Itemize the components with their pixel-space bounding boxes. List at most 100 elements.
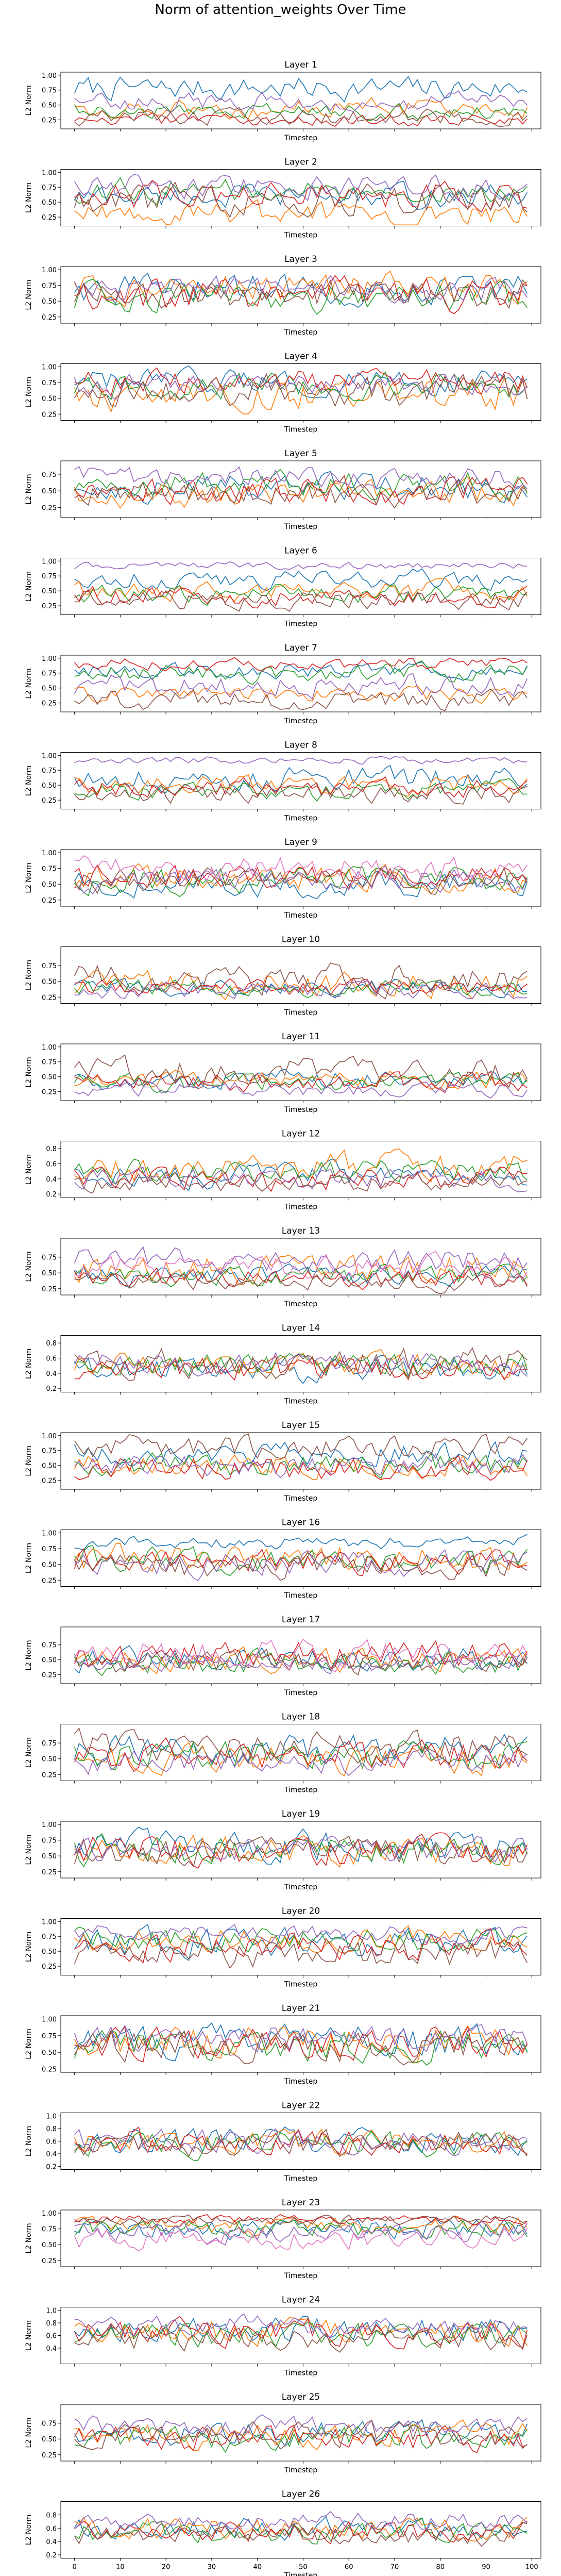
series-line-3	[74, 978, 528, 999]
x-axis-label: Timestep	[284, 231, 318, 240]
y-tick-label: 0.25	[42, 1963, 57, 1971]
plot-frame	[60, 1626, 541, 1684]
x-tick-label: 0	[72, 2564, 76, 2571]
plot-frame	[60, 849, 541, 907]
y-tick-label: 0.75	[42, 87, 57, 95]
y-tick-label: 0.6	[46, 2138, 57, 2146]
y-tick-label: 1.00	[42, 752, 57, 760]
y-axis-label: L2 Norm	[25, 474, 33, 504]
series-line-5	[74, 673, 528, 700]
series-line-3	[74, 2518, 528, 2545]
y-tick-label: 0.50	[42, 1657, 57, 1665]
y-tick-label: 0.75	[42, 282, 57, 290]
y-tick-label: 1.00	[42, 267, 57, 274]
y-tick-label: 0.75	[42, 1254, 57, 1262]
series-line-2	[74, 2419, 528, 2451]
y-tick-label: 1.00	[42, 1433, 57, 1440]
y-tick-label: 1.00	[42, 1918, 57, 1926]
panel-title: Layer 20	[282, 1906, 320, 1917]
y-tick-label: 0.25	[42, 603, 57, 610]
panel-title: Layer 9	[284, 837, 317, 847]
plot-frame	[60, 1238, 541, 1295]
x-axis-label: Timestep	[284, 1106, 318, 1114]
series-line-5	[74, 1246, 528, 1274]
x-axis-label: Timestep	[284, 426, 318, 434]
y-tick-label: 0.75	[42, 1837, 57, 1845]
panel-layer-2: Layer 2 0.25 0.50 0.75 1.00 L2 Norm Timestep	[25, 157, 541, 240]
x-axis-label: Timestep	[284, 717, 318, 725]
series-line-2	[74, 377, 528, 415]
x-axis-label: Timestep	[284, 1689, 318, 1697]
series-line-5	[74, 979, 528, 1000]
series-line-4	[74, 1640, 528, 1669]
y-tick-label: 1.00	[42, 72, 57, 80]
x-axis-label: Timestep	[284, 2572, 318, 2576]
series-line-6	[74, 1433, 528, 1459]
plot-frame	[60, 1530, 541, 1587]
x-axis-label: Timestep	[284, 1300, 318, 1308]
series-line-5	[74, 1352, 528, 1377]
panel-layer-26: Layer 26 0.2 0.4 0.6 0.8 L2 Norm 0 10 20 30 40 50 60…	[25, 2489, 541, 2576]
plot-frame	[60, 558, 541, 615]
y-axis-label: L2 Norm	[25, 85, 33, 115]
y-tick-label: 0.25	[42, 411, 57, 419]
panel-layer-16: Layer 16 0.25 0.50 0.75 1.00 L2 Norm Timestep	[25, 1518, 541, 1600]
panel-title: Layer 17	[282, 1615, 320, 1625]
y-tick-label: 0.25	[42, 700, 57, 708]
y-tick-label: 0.8	[46, 1145, 57, 1153]
plot-frame	[60, 655, 541, 712]
y-tick-label: 0.50	[42, 488, 57, 495]
y-tick-label: 0.75	[42, 2226, 57, 2234]
x-axis-label: Timestep	[284, 1981, 318, 1989]
series-line-1	[74, 568, 528, 591]
y-tick-label: 0.25	[42, 1672, 57, 1680]
x-tick-label: 10	[116, 2564, 125, 2571]
y-tick-label: 0.4	[46, 2345, 57, 2353]
series-line-2	[74, 97, 528, 120]
y-tick-label: 0.6	[46, 1355, 57, 1363]
series-line-1	[74, 1534, 528, 1551]
y-axis-label: L2 Norm	[25, 668, 33, 699]
series-line-3	[74, 1353, 528, 1378]
series-line-3	[74, 660, 528, 685]
series-line-6	[74, 1171, 528, 1194]
panel-title: Layer 12	[282, 1129, 320, 1139]
y-tick-label: 0.75	[42, 670, 57, 678]
panel-layer-5: Layer 5 0.25 0.50 0.75 L2 Norm Timestep	[25, 448, 541, 531]
plot-frame	[60, 2015, 541, 2073]
plot-frame	[60, 752, 541, 809]
y-tick-label: 1.00	[42, 2016, 57, 2023]
y-tick-label: 0.50	[42, 588, 57, 595]
y-tick-label: 0.50	[42, 1462, 57, 1470]
y-tick-label: 0.6	[46, 2333, 57, 2340]
x-axis-label: Timestep	[284, 2466, 318, 2474]
series-line-4	[74, 1928, 528, 1964]
series-line-3	[74, 584, 528, 606]
y-tick-label: 0.25	[42, 897, 57, 905]
y-tick-label: 0.75	[42, 1642, 57, 1650]
series-line-3	[74, 778, 528, 802]
figure-title: Norm of attention_weights Over Time	[155, 2, 406, 18]
panel-layer-23: Layer 23 0.25 0.50 0.75 1.00 L2 Norm Timestep	[25, 2198, 541, 2280]
y-axis-label: L2 Norm	[25, 182, 33, 213]
y-tick-label: 0.75	[42, 2033, 57, 2040]
panel-title: Layer 14	[282, 1323, 320, 1334]
x-axis-label: Timestep	[284, 1203, 318, 1211]
y-tick-label: 1.00	[42, 655, 57, 663]
x-axis-label: Timestep	[284, 134, 318, 142]
y-tick-label: 1.00	[42, 364, 57, 372]
series-line-5	[74, 865, 528, 895]
series-line-3	[74, 1740, 528, 1770]
y-axis-label: L2 Norm	[25, 1349, 33, 1379]
y-axis-label: L2 Norm	[25, 1834, 33, 1865]
y-axis-label: L2 Norm	[25, 2029, 33, 2059]
panel-layer-6: Layer 6 0.25 0.50 0.75 1.00 L2 Norm Timestep	[25, 546, 541, 628]
series-line-3	[74, 1833, 528, 1868]
y-tick-label: 0.25	[42, 314, 57, 322]
panel-layer-22: Layer 22 0.2 0.4 0.6 0.8 1.0 L2 Norm Timestep	[25, 2101, 541, 2183]
y-tick-label: 0.75	[42, 573, 57, 580]
series-line-7	[74, 2227, 528, 2252]
y-tick-label: 0.75	[42, 767, 57, 775]
y-tick-label: 0.50	[42, 2049, 57, 2057]
